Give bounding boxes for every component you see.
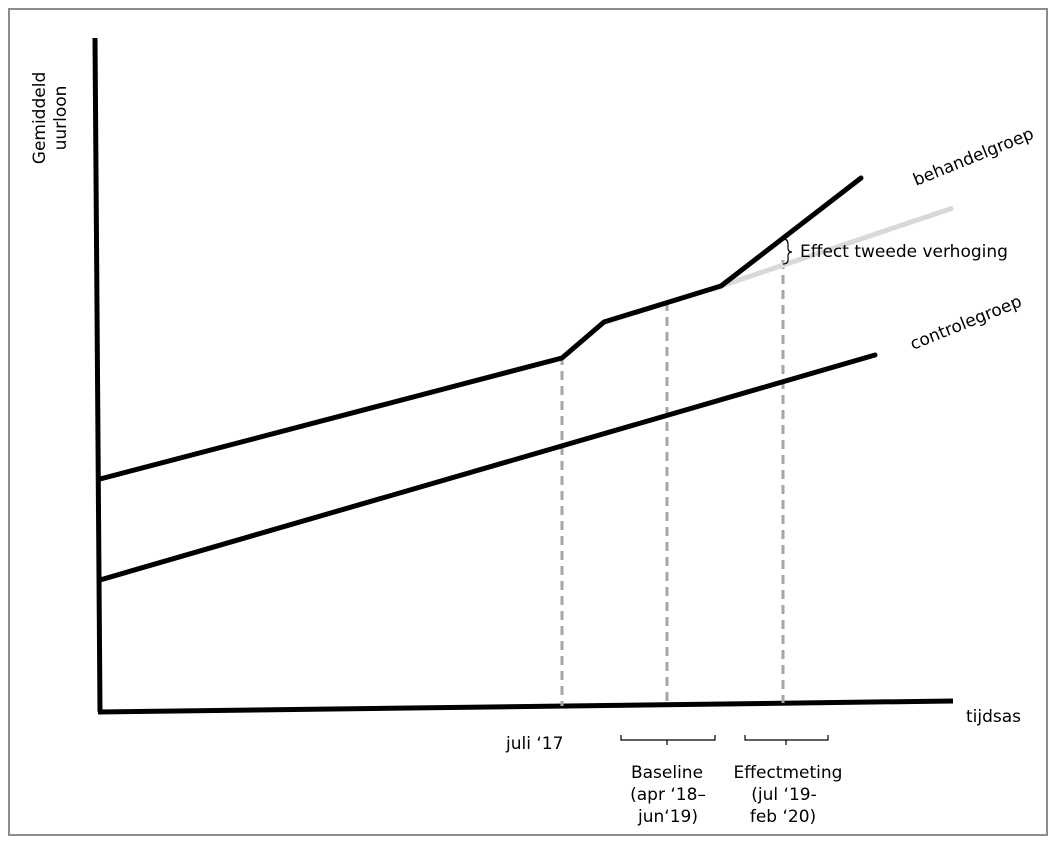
- treatment-label: behandelgroep: [910, 124, 1036, 191]
- effect-label: Effect tweede verhoging: [800, 242, 1008, 262]
- baseline-line1: (apr ‘18–: [630, 785, 706, 805]
- july17-label: juli ‘17: [505, 734, 563, 754]
- effectmeting-title: Effectmeting: [734, 763, 843, 783]
- diagram-frame: [8, 8, 1048, 836]
- baseline-bracket: [620, 735, 716, 745]
- baseline-line2: jun‘19): [637, 807, 698, 827]
- y-axis-label-line2: uurloon: [51, 86, 71, 151]
- control-label: controlegroep: [907, 292, 1024, 355]
- baseline-title: Baseline: [631, 763, 703, 783]
- control-line: [97, 352, 878, 583]
- treatment-line: [97, 175, 864, 482]
- counterfactual-line: [720, 205, 954, 289]
- y-axis: [92, 37, 103, 713]
- effectmeting-bracket: [744, 735, 829, 745]
- y-axis-label-line1: Gemiddeld: [30, 72, 50, 164]
- effectmeting-line2: feb ‘20): [750, 807, 816, 827]
- x-axis-label: tijdsas: [966, 707, 1021, 727]
- effectmeting-line1: (jul ‘19-: [751, 785, 816, 805]
- x-axis: [97, 698, 954, 715]
- effect-brace: [782, 238, 793, 265]
